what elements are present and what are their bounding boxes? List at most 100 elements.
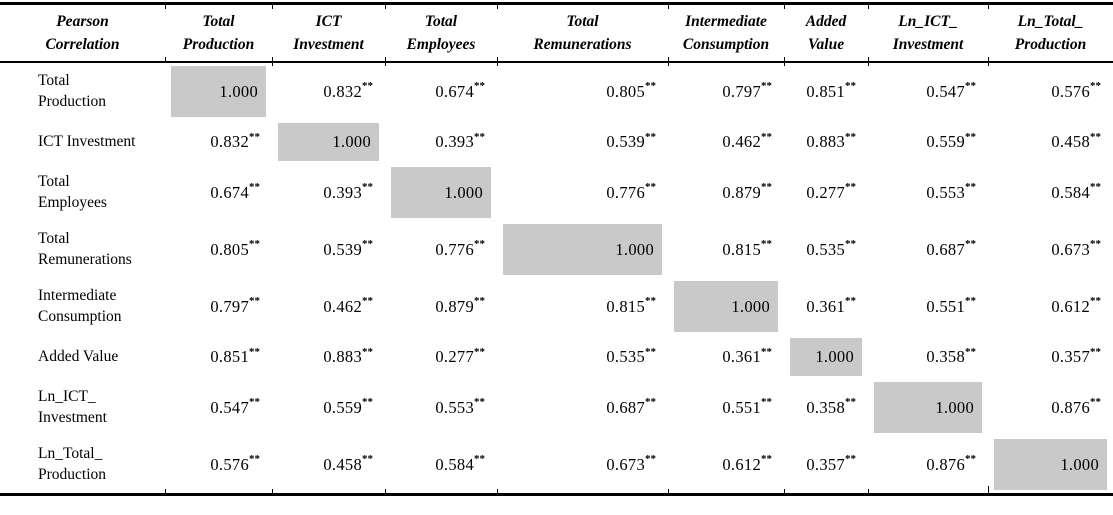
table-row-ln-total-production: Ln_Total_ Production 0.576** 0.458** 0.5… [0, 436, 1113, 496]
significance-marker: ** [645, 80, 656, 92]
corr-cell: 0.883** [784, 120, 868, 164]
corr-cell: 0.851** [165, 335, 272, 379]
corr-cell: 0.832** [165, 120, 272, 164]
corr-value: 0.805 [210, 239, 249, 259]
corr-cell: 0.673** [497, 436, 668, 496]
table-row-added-value: Added Value 0.851** 0.883** 0.277** 0.53… [0, 335, 1113, 379]
corr-value: 0.584 [435, 454, 474, 474]
corr-cell: 0.776** [497, 164, 668, 221]
corr-value: 0.393 [435, 132, 474, 151]
corr-cell: 0.358** [784, 379, 868, 436]
corr-value: 0.277 [806, 182, 845, 202]
significance-marker: ** [645, 396, 656, 408]
table-row-total-remunerations: Total Remunerations 0.805** 0.539** 0.77… [0, 221, 1113, 278]
corr-value: 0.776 [606, 182, 645, 202]
significance-marker: ** [965, 181, 976, 193]
corr-value: 0.553 [926, 182, 965, 202]
corr-cell: 0.559** [868, 120, 988, 164]
corr-cell: 0.393** [272, 164, 385, 221]
corr-value: 0.687 [606, 397, 645, 417]
corr-cell: 0.576** [165, 436, 272, 496]
corr-value: 1.000 [815, 347, 854, 366]
significance-marker: ** [474, 453, 485, 465]
corr-value: 0.612 [1051, 296, 1090, 316]
corr-value: 0.797 [722, 81, 761, 101]
corr-value: 1.000 [444, 182, 483, 202]
significance-marker: ** [645, 453, 656, 465]
corr-cell: 0.687** [868, 221, 988, 278]
corr-cell: 0.879** [668, 164, 784, 221]
column-header-ict-investment: ICT Investment [272, 2, 385, 66]
corr-cell: 0.673** [988, 221, 1113, 278]
significance-marker: ** [249, 345, 260, 358]
corr-cell: 0.462** [668, 120, 784, 164]
significance-marker: ** [249, 453, 260, 465]
corr-cell: 0.277** [385, 335, 497, 379]
significance-marker: ** [474, 396, 485, 408]
corr-value: 0.832 [210, 132, 249, 151]
pearson-correlation-table: Pearson Correlation Total Production ICT… [0, 2, 1113, 496]
corr-cell: 0.584** [385, 436, 497, 496]
table-row-ln-ict-investment: Ln_ICT_ Investment 0.547** 0.559** 0.553… [0, 379, 1113, 436]
significance-marker: ** [1090, 238, 1101, 250]
corr-value: 0.687 [926, 239, 965, 259]
corr-cell: 0.797** [165, 278, 272, 335]
corr-value: 0.674 [435, 81, 474, 101]
corr-cell: 0.458** [272, 436, 385, 496]
corr-cell-diagonal: 1.000 [784, 335, 868, 379]
corr-cell: 0.584** [988, 164, 1113, 221]
significance-marker: ** [1090, 80, 1101, 92]
corr-value: 0.553 [435, 397, 474, 417]
significance-marker: ** [761, 396, 772, 408]
corr-value: 0.851 [210, 347, 249, 366]
significance-marker: ** [965, 345, 976, 358]
significance-marker: ** [249, 181, 260, 193]
corr-value: 0.876 [1051, 397, 1090, 417]
corr-value: 0.797 [210, 296, 249, 316]
corr-value: 0.462 [722, 132, 761, 151]
corr-cell: 0.551** [668, 379, 784, 436]
significance-marker: ** [249, 295, 260, 307]
corr-value: 1.000 [1060, 454, 1099, 474]
corr-value: 0.551 [722, 397, 761, 417]
significance-marker: ** [845, 80, 856, 92]
corr-cell: 0.358** [868, 335, 988, 379]
significance-marker: ** [474, 238, 485, 250]
corr-value: 0.559 [323, 397, 362, 417]
table-row-total-employees: Total Employees 0.674** 0.393** 1.000 0.… [0, 164, 1113, 221]
significance-marker: ** [845, 453, 856, 465]
corr-value: 0.673 [606, 454, 645, 474]
significance-marker: ** [845, 130, 856, 143]
corr-cell-diagonal: 1.000 [385, 164, 497, 221]
corr-value: 0.361 [722, 347, 761, 366]
corr-cell-diagonal: 1.000 [988, 436, 1113, 493]
table-row-total-production: Total Production 1.000 0.832** 0.674** 0… [0, 63, 1113, 120]
corr-value: 0.551 [926, 296, 965, 316]
significance-marker: ** [249, 130, 260, 143]
significance-marker: ** [645, 295, 656, 307]
corr-cell: 0.612** [988, 278, 1113, 335]
corr-cell: 0.458** [988, 120, 1113, 164]
corr-cell: 0.553** [385, 379, 497, 436]
row-label: Added Value [38, 347, 119, 365]
matrix-body: Total Production 1.000 0.832** 0.674** 0… [0, 63, 1113, 496]
significance-marker: ** [761, 80, 772, 92]
corr-cell: 0.805** [165, 221, 272, 278]
corr-cell: 0.393** [385, 120, 497, 164]
row-label: Ln_Total_ Production [38, 444, 107, 483]
row-label: Total Production [38, 71, 107, 110]
corr-cell-diagonal: 1.000 [497, 221, 668, 278]
corr-value: 0.576 [1051, 81, 1090, 101]
corr-cell: 0.553** [868, 164, 988, 221]
corr-value: 1.000 [332, 132, 371, 151]
corr-value: 0.879 [722, 182, 761, 202]
column-header-total-production: Total Production [165, 2, 272, 66]
significance-marker: ** [965, 238, 976, 250]
corr-cell: 0.876** [988, 379, 1113, 436]
corr-cell: 0.547** [868, 63, 988, 120]
corr-value: 0.458 [323, 454, 362, 474]
corr-cell: 0.674** [165, 164, 272, 221]
corr-cell: 0.551** [868, 278, 988, 335]
significance-marker: ** [362, 396, 373, 408]
significance-marker: ** [845, 238, 856, 250]
